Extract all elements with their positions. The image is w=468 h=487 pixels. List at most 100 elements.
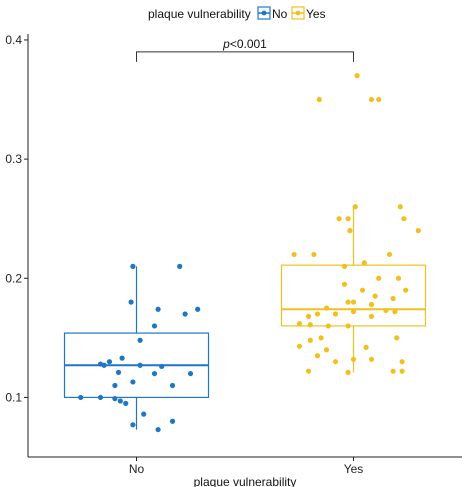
data-point (323, 347, 330, 353)
data-point (392, 309, 398, 315)
legend: plaque vulnerability No Yes (148, 6, 326, 21)
data-point (169, 418, 176, 424)
data-point (359, 287, 366, 293)
data-point (386, 251, 393, 258)
data-point (376, 96, 382, 103)
data-point (325, 323, 331, 329)
data-point (350, 356, 357, 362)
data-point (78, 394, 84, 401)
data-point (415, 228, 421, 234)
data-point (399, 359, 405, 365)
data-point (401, 216, 407, 222)
data-point (130, 263, 136, 269)
data-point (155, 426, 161, 433)
data-point (318, 335, 324, 341)
series-yes (280, 73, 427, 375)
data-point (112, 382, 118, 389)
data-point (394, 335, 400, 341)
data-point (332, 311, 339, 317)
significance-bracket: p<0.001 (136, 37, 354, 62)
data-point (314, 353, 321, 359)
data-point (291, 251, 297, 258)
data-point (97, 394, 104, 401)
legend-label: No (272, 7, 288, 21)
data-point (141, 411, 147, 417)
data-point (115, 369, 122, 375)
data-point (307, 322, 313, 328)
data-point (368, 96, 375, 103)
data-point (336, 216, 342, 222)
data-point (101, 362, 107, 368)
legend-label: Yes (306, 7, 326, 21)
series-no (63, 263, 210, 433)
data-point (296, 343, 303, 349)
data-point (350, 309, 357, 315)
data-point (123, 400, 129, 406)
data-point (130, 422, 136, 428)
data-point (137, 362, 143, 368)
legend-entry-yes: Yes (291, 6, 326, 21)
data-point (307, 337, 313, 343)
data-point (390, 295, 396, 302)
x-tick-label: Yes (344, 462, 364, 476)
y-tick-label: 0.1 (5, 390, 22, 404)
data-point (119, 355, 125, 361)
data-point (332, 359, 339, 365)
p-value-label: p<0.001 (222, 37, 267, 51)
data-point (311, 251, 317, 258)
data-point (341, 263, 348, 269)
data-point (112, 396, 118, 402)
data-point (169, 382, 176, 389)
x-tick-label: No (129, 462, 145, 476)
data-point (177, 263, 183, 269)
data-point (350, 299, 357, 305)
y-tick-label: 0.2 (5, 271, 22, 285)
data-point (352, 204, 358, 210)
data-point (151, 323, 158, 329)
data-point (345, 323, 351, 329)
data-point (159, 363, 165, 370)
data-point (117, 398, 123, 404)
y-tick-label: 0.4 (5, 33, 22, 47)
data-point (187, 370, 194, 377)
data-point (383, 307, 389, 314)
data-point (354, 73, 360, 79)
data-point (368, 313, 375, 319)
data-point (151, 370, 158, 377)
data-point (368, 356, 375, 362)
data-point (305, 313, 312, 319)
data-point (345, 299, 351, 305)
data-point (347, 228, 353, 234)
legend-key-point (261, 10, 267, 16)
data-point (345, 216, 351, 222)
data-point (390, 368, 396, 374)
data-point (182, 311, 188, 317)
data-point (137, 337, 143, 343)
data-point (361, 260, 367, 266)
legend-key-point (295, 10, 301, 16)
data-point (395, 275, 402, 281)
x-axis-title: plaque vulnerability (194, 475, 297, 487)
legend-entry-no: No (257, 6, 288, 21)
data-point (323, 305, 330, 311)
legend-title: plaque vulnerability (148, 7, 251, 21)
data-point (106, 359, 113, 365)
data-point (314, 311, 321, 317)
data-point (345, 369, 351, 375)
data-point (372, 293, 378, 299)
y-tick-label: 0.3 (5, 152, 22, 166)
data-point (130, 379, 136, 385)
data-point (155, 306, 161, 312)
data-point (128, 299, 134, 305)
data-point (399, 368, 405, 374)
data-point (363, 344, 369, 350)
box (280, 264, 427, 327)
data-point (316, 96, 322, 103)
data-point (305, 368, 312, 374)
data-point (403, 287, 409, 293)
data-point (376, 275, 382, 281)
data-point (296, 320, 303, 327)
data-point (397, 204, 403, 210)
data-point (368, 301, 375, 308)
